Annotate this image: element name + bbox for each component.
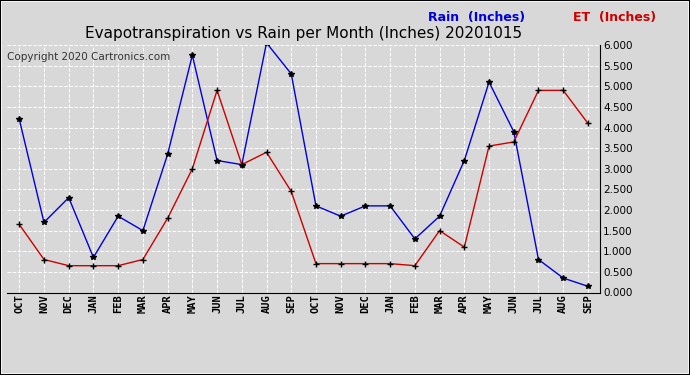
- Text: ET  (Inches): ET (Inches): [573, 11, 655, 24]
- Text: Copyright 2020 Cartronics.com: Copyright 2020 Cartronics.com: [7, 53, 170, 63]
- Text: Evapotranspiration vs Rain per Month (Inches) 20201015: Evapotranspiration vs Rain per Month (In…: [85, 26, 522, 41]
- Text: Rain  (Inches): Rain (Inches): [428, 11, 525, 24]
